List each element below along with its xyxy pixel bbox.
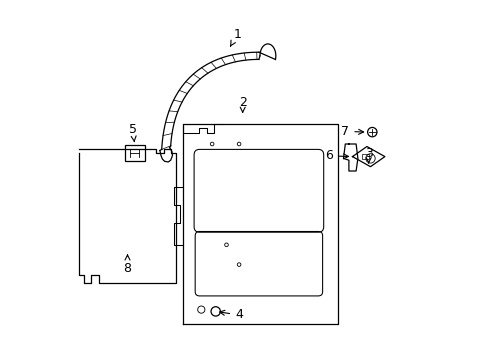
Text: 6: 6 bbox=[325, 149, 348, 162]
Text: 8: 8 bbox=[123, 255, 131, 275]
Text: 5: 5 bbox=[129, 123, 137, 142]
Text: 2: 2 bbox=[238, 96, 246, 112]
Text: 1: 1 bbox=[230, 28, 241, 46]
Text: 3: 3 bbox=[364, 147, 372, 163]
Text: 7: 7 bbox=[341, 125, 363, 138]
Text: 4: 4 bbox=[219, 309, 243, 321]
